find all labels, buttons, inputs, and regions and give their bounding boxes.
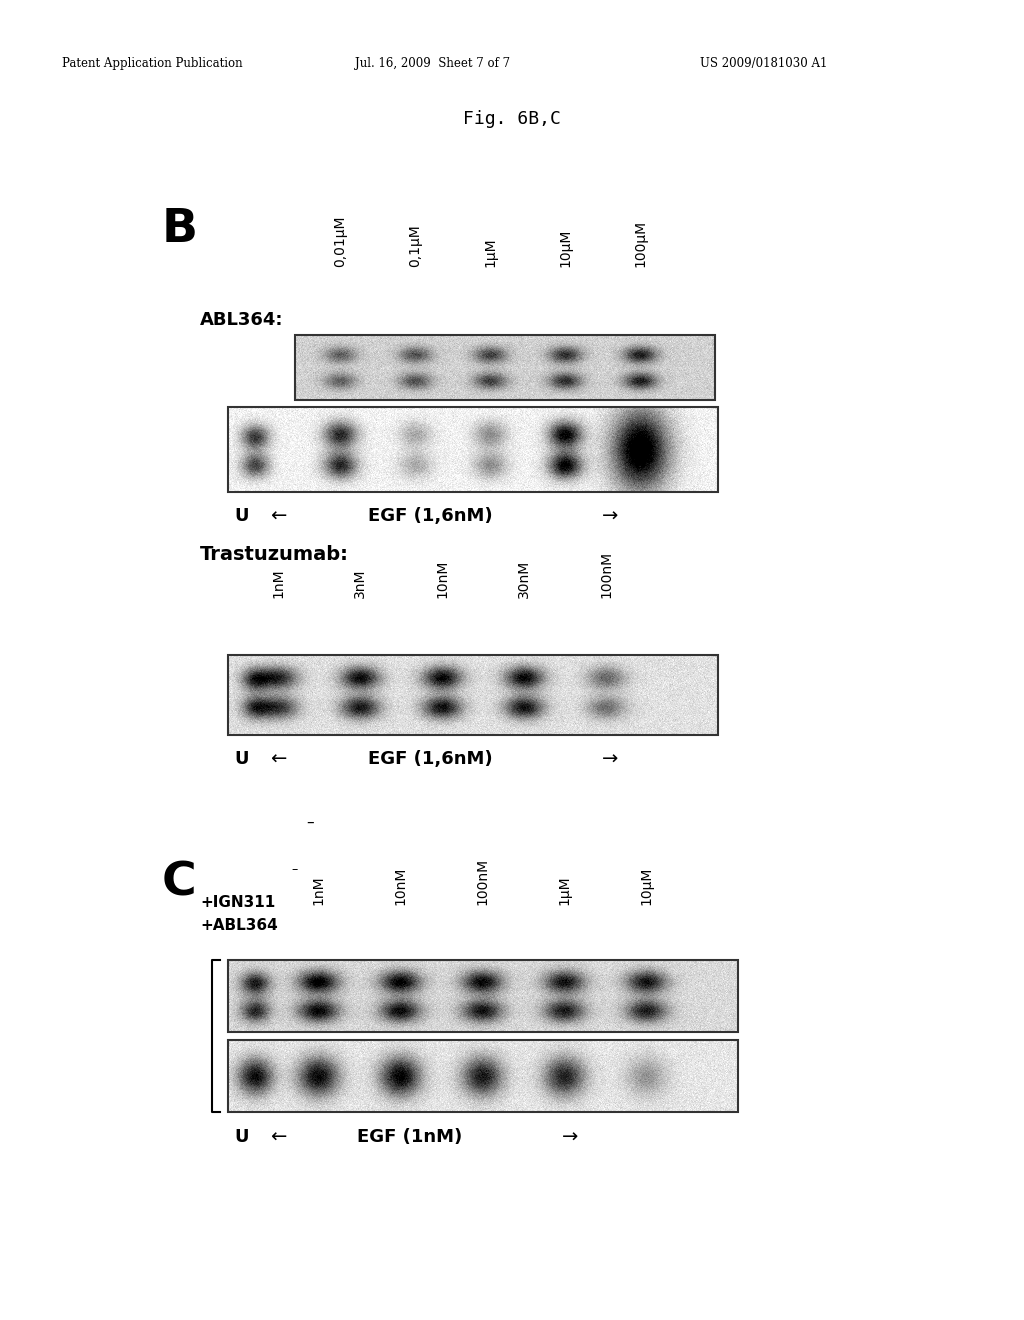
Text: 1μM: 1μM [483,238,497,267]
Text: →: → [602,507,618,525]
Text: →: → [602,750,618,770]
Text: US 2009/0181030 A1: US 2009/0181030 A1 [700,57,827,70]
Text: 100μM: 100μM [633,220,647,267]
Text: 100nM: 100nM [475,858,489,906]
Text: C: C [162,861,197,906]
Text: →: → [562,1129,579,1147]
Text: B: B [162,207,198,252]
Text: ←: ← [269,1129,286,1147]
Text: U: U [234,507,249,525]
Text: U: U [234,1129,249,1146]
Bar [295,335,715,400]
Text: 30nM: 30nM [517,560,531,598]
Text: U: U [234,750,249,768]
Text: +IGN311: +IGN311 [200,895,275,909]
Text: ←: ← [269,750,286,770]
Text: EGF (1,6nM): EGF (1,6nM) [368,507,493,525]
Text: 1μM: 1μM [557,875,571,906]
Text: 10nM: 10nM [393,867,407,906]
Text: ABL364:: ABL364: [200,312,284,329]
Text: Jul. 16, 2009  Sheet 7 of 7: Jul. 16, 2009 Sheet 7 of 7 [355,57,510,70]
Text: ←: ← [269,507,286,525]
Text: 10μM: 10μM [558,228,572,267]
Text: EGF (1nM): EGF (1nM) [357,1129,463,1146]
Text: 3nM: 3nM [353,569,367,598]
Text: 100nM: 100nM [599,550,613,598]
Text: 1nM: 1nM [271,569,285,598]
Bar [228,960,738,1032]
Bar [228,407,718,492]
Bar [228,1040,738,1111]
Text: 10μM: 10μM [639,867,653,906]
Bar [228,655,718,735]
Text: –: – [292,863,298,876]
Text: Fig. 6B,C: Fig. 6B,C [463,110,561,128]
Text: 0,01μM: 0,01μM [333,215,347,267]
Text: 10nM: 10nM [435,560,449,598]
Text: 1nM: 1nM [311,875,325,906]
Text: +ABL364: +ABL364 [200,917,278,933]
Text: Patent Application Publication: Patent Application Publication [62,57,243,70]
Text: 0,1μM: 0,1μM [408,224,422,267]
Text: –: – [306,814,313,830]
Text: EGF (1,6nM): EGF (1,6nM) [368,750,493,768]
Text: Trastuzumab:: Trastuzumab: [200,545,349,564]
